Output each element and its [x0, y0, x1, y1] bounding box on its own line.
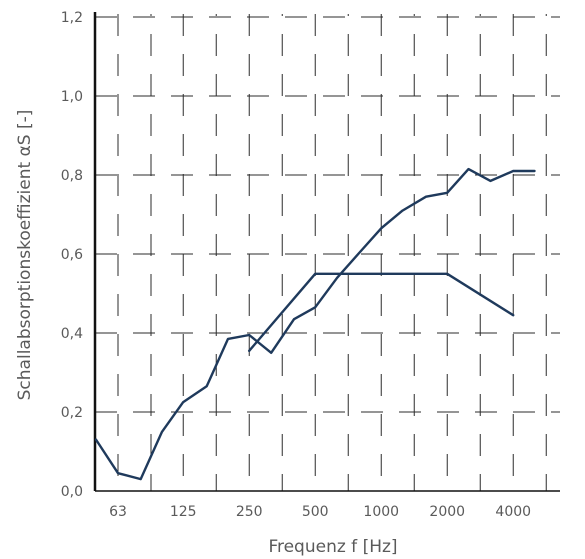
axes: [93, 12, 560, 492]
y-tick-label: 0,2: [61, 405, 83, 421]
y-tick-label: 1,2: [61, 10, 83, 26]
series-line-2: [247, 272, 515, 352]
y-tick-label: 1,0: [61, 89, 83, 105]
tick-labels: 0,0 0,2 0,4 0,6 0,8 1,0 1,2 63 125 250 500 1000 2000…: [61, 10, 531, 520]
x-tick-label: 63: [109, 504, 127, 520]
x-tick-label: 1000: [363, 504, 399, 520]
x-axis-title: Frequenz f [Hz]: [268, 537, 397, 557]
x-tick-label: 250: [236, 504, 263, 520]
y-tick-label: 0,0: [61, 484, 83, 500]
x-tick-label: 125: [170, 504, 197, 520]
y-tick-label: 0,4: [61, 326, 83, 342]
y-tick-label: 0,6: [61, 247, 83, 263]
grid: [95, 14, 560, 491]
x-tick-label: 2000: [429, 504, 465, 520]
x-tick-label: 4000: [495, 504, 531, 520]
y-axis-title: Schallabsorptionskoeffizient αS [-]: [15, 110, 35, 401]
y-tick-label: 0,8: [61, 168, 83, 184]
x-tick-label: 500: [302, 504, 329, 520]
series-group: [94, 167, 536, 481]
